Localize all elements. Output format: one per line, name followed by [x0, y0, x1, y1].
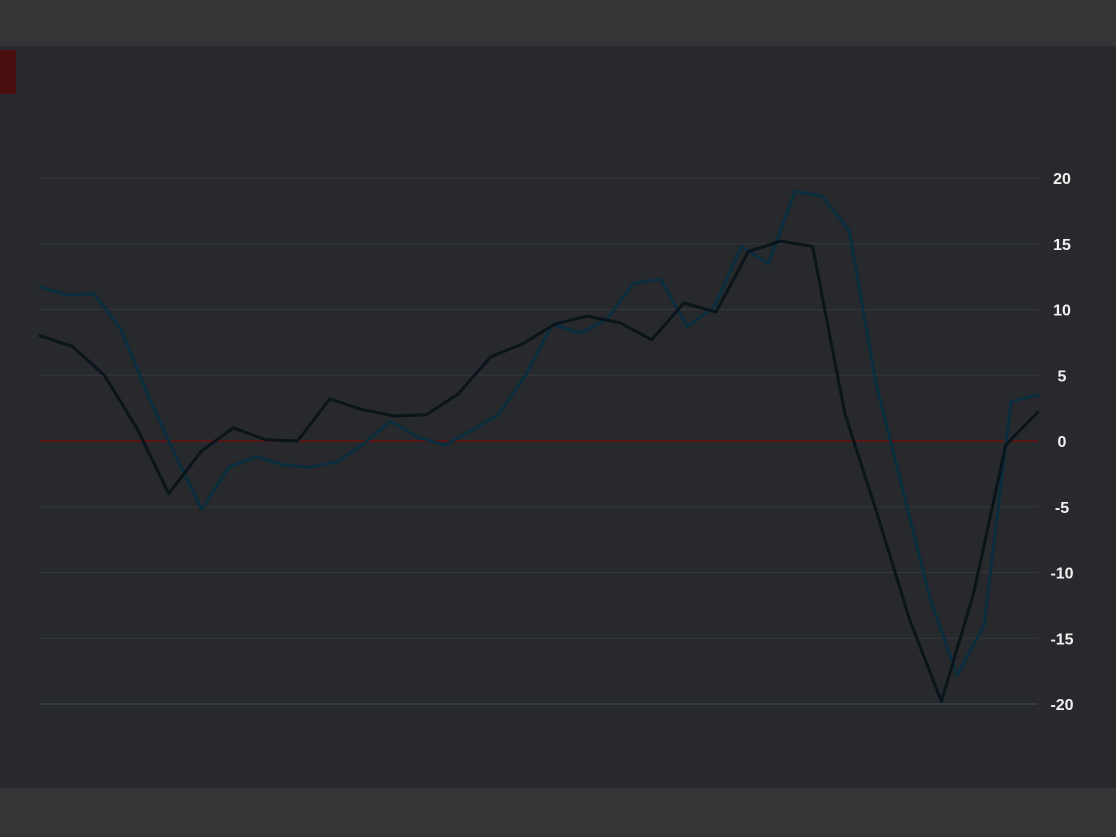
brand-accent-bar [0, 50, 16, 94]
window-bottom-bar [0, 788, 1116, 837]
y-tick-label: -10 [1050, 566, 1073, 583]
series-lines [38, 189, 1040, 703]
y-tick-label: 10 [1053, 303, 1071, 320]
gridlines [40, 177, 1038, 705]
y-tick-label: -15 [1050, 631, 1073, 648]
y-axis-ticks: 20 15 10 5 0 -5 -10 -15 -20 [1050, 171, 1073, 714]
chart-panel [0, 46, 1116, 788]
y-tick-label: -20 [1050, 697, 1073, 714]
y-tick-label: 15 [1053, 237, 1071, 254]
y-tick-label: -5 [1055, 500, 1069, 517]
series-line [38, 239, 1040, 703]
y-tick-label: 5 [1058, 368, 1067, 385]
y-tick-label: 0 [1058, 434, 1067, 451]
y-tick-label: 20 [1053, 171, 1071, 188]
series-line [38, 189, 1040, 677]
window-top-bar [0, 0, 1116, 46]
